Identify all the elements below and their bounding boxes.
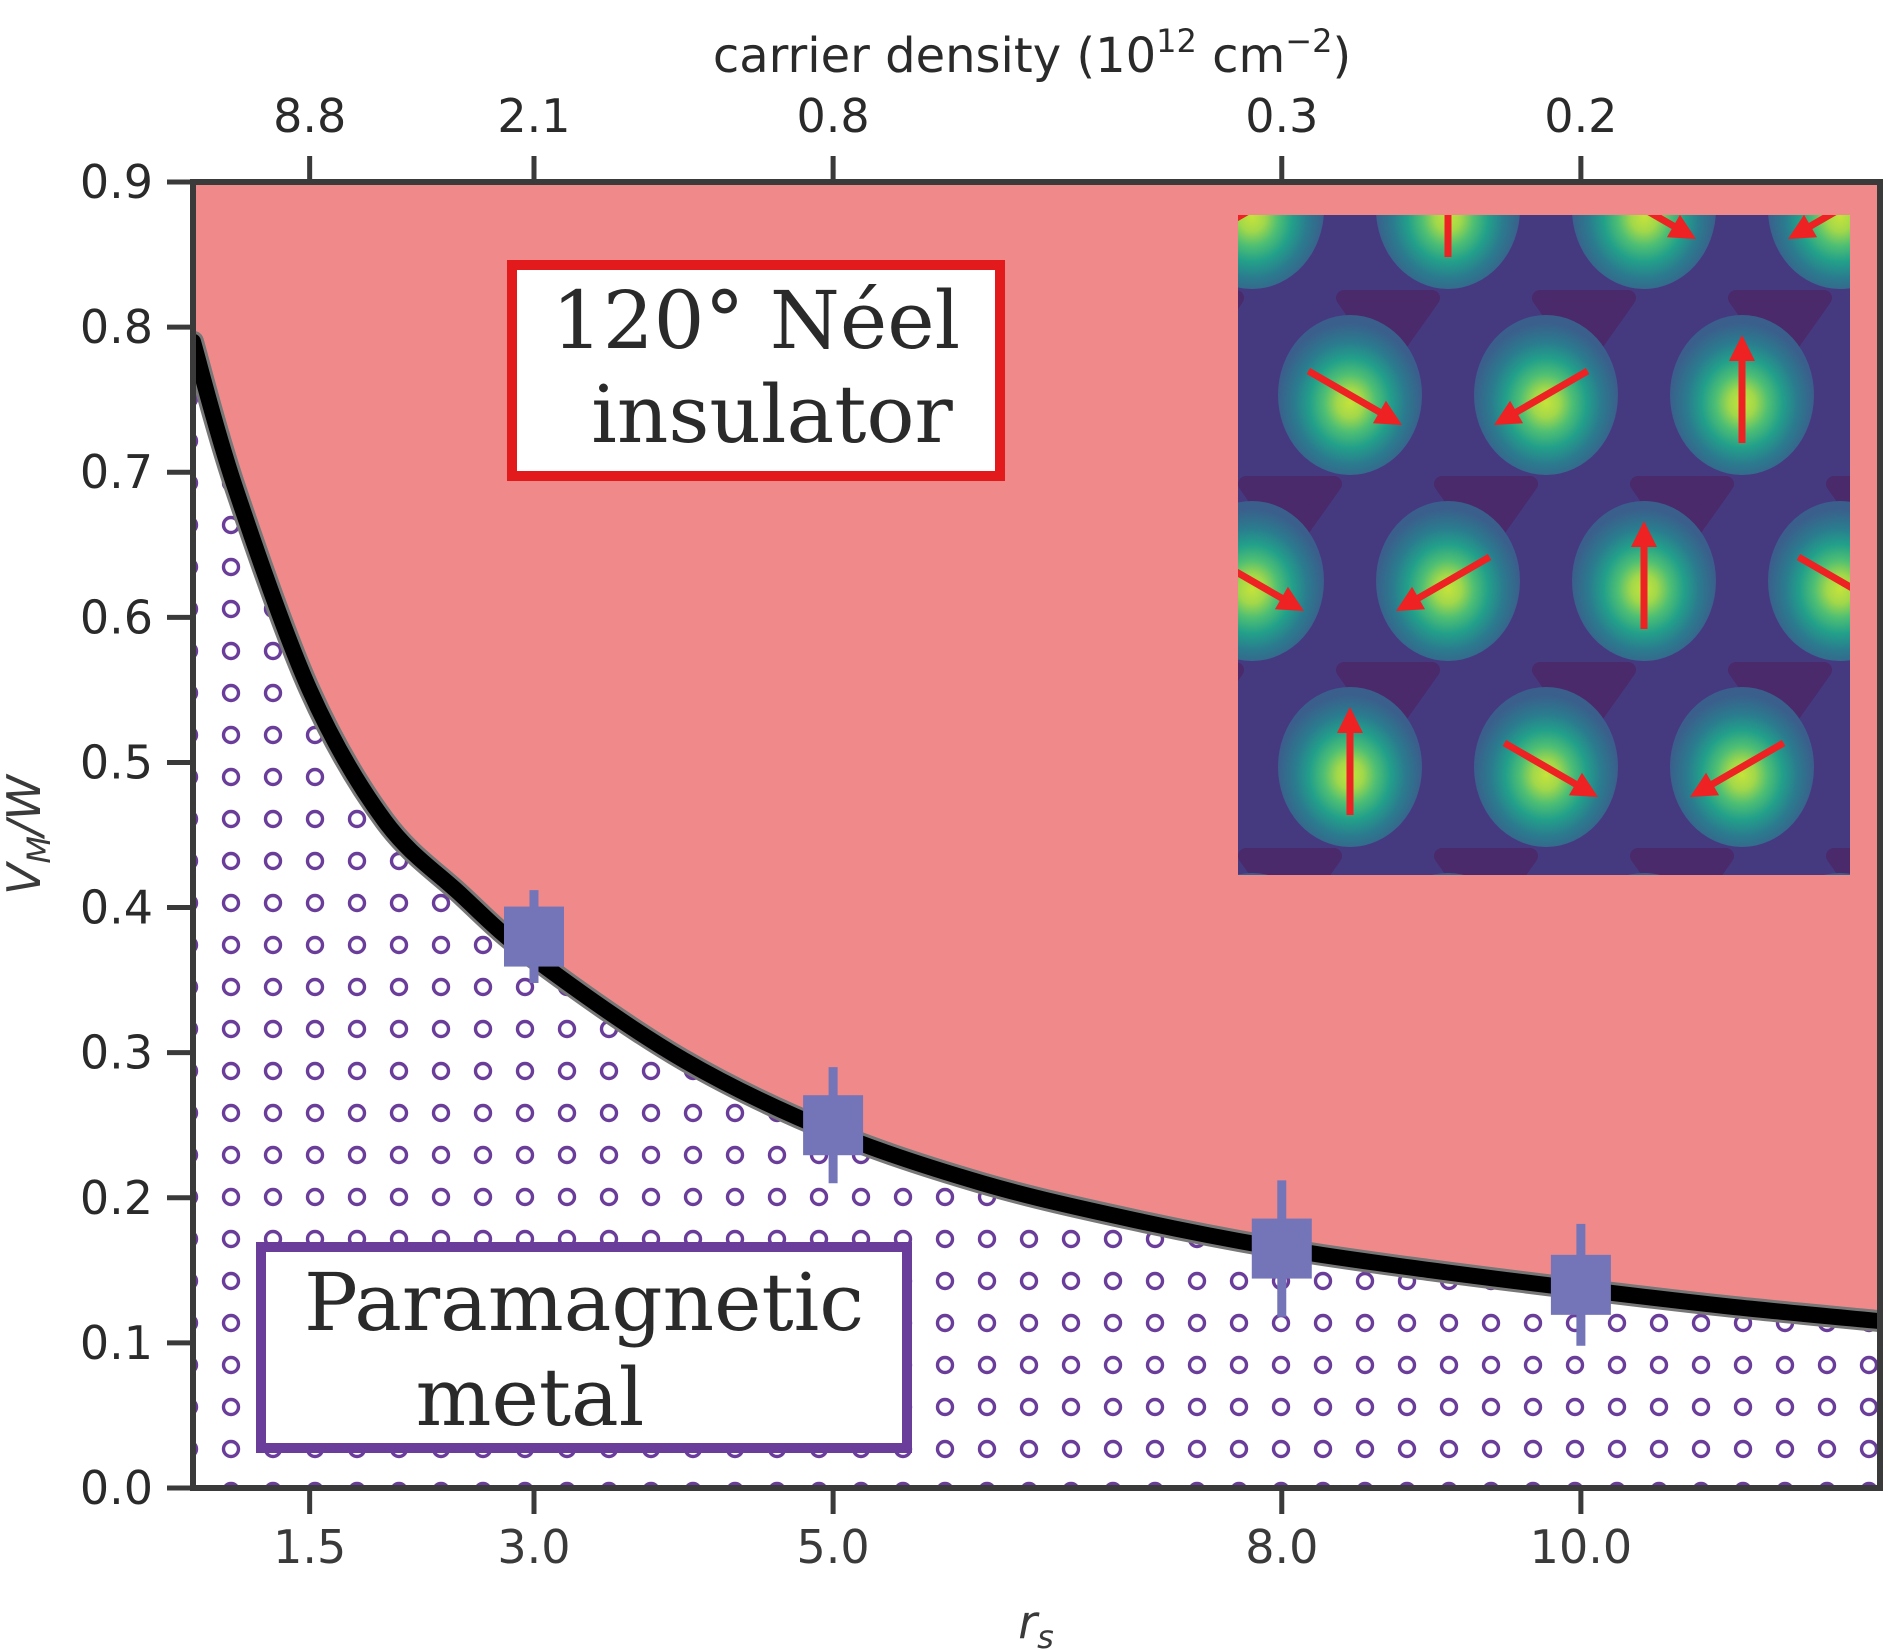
inset-spin-arrowhead bbox=[1666, 215, 1696, 239]
inset-gap-triangle bbox=[1826, 848, 1850, 875]
y-tick-label: 0.6 bbox=[80, 590, 153, 644]
inset-spin-blob bbox=[1238, 873, 1268, 875]
inset-spin-arrowhead bbox=[1788, 215, 1818, 239]
inset-spin-arrow bbox=[1647, 215, 1688, 237]
y-axis-label-main: V bbox=[0, 860, 51, 895]
inset-spin-arrow bbox=[1502, 739, 1590, 795]
insulator-label-box: 120° Néel insulator bbox=[507, 260, 1005, 481]
axes-frame bbox=[190, 179, 1883, 1491]
spin-density-inset bbox=[1050, 112, 1896, 1169]
inset-gap-triangle bbox=[1442, 112, 1530, 174]
y-axis-ticks: 0.0 0.1 0.2 0.3 0.4 0.5 0.6 0.7 0.8 0.9 bbox=[80, 155, 193, 1515]
x-tick-label: 3.0 bbox=[497, 1520, 570, 1574]
inset-spin-blob bbox=[1768, 215, 1850, 289]
y-tick-label: 0.0 bbox=[80, 1461, 153, 1515]
inset-spin-arrow bbox=[1404, 553, 1492, 609]
inset-spin-arrowhead bbox=[1274, 586, 1304, 611]
inset-spin-arrowhead bbox=[1396, 586, 1426, 611]
metal-label-line2: metal bbox=[416, 1351, 645, 1444]
top-axis-label: carrier density (1012 cm−2) bbox=[713, 22, 1351, 84]
x-axis-label: rs bbox=[1018, 1595, 1054, 1650]
inset-spin-arrowhead bbox=[1337, 707, 1363, 733]
inset-spin-blob bbox=[1628, 873, 1660, 875]
x-axis-label-main: r bbox=[1018, 1595, 1040, 1649]
inset-spin-arrowhead bbox=[1568, 772, 1598, 797]
x-tick-label: 10.0 bbox=[1530, 1520, 1632, 1574]
y-tick-label: 0.8 bbox=[80, 300, 153, 354]
inset-spin-blob bbox=[1768, 501, 1850, 661]
y-tick-label: 0.2 bbox=[80, 1171, 153, 1225]
top-tick-label: 0.8 bbox=[797, 89, 870, 143]
top-tick-label: 8.8 bbox=[273, 89, 346, 143]
inset-gap-triangle bbox=[1630, 848, 1734, 875]
inset-spin-arrow bbox=[1796, 215, 1837, 237]
y-axis-label-sub: M bbox=[20, 836, 58, 864]
paramagnetic-metal-region bbox=[193, 341, 1880, 1488]
inset-lattice bbox=[1050, 112, 1896, 1169]
insulator-label-line1: 120° Néel bbox=[552, 274, 960, 367]
inset-spin-arrowhead bbox=[1494, 400, 1524, 425]
inset-spin-arrowhead bbox=[1886, 1145, 1896, 1169]
inset-gap-triangle bbox=[1826, 476, 1850, 521]
y-tick-label: 0.5 bbox=[80, 735, 153, 789]
top-axis-label-prefix: carrier density (10 bbox=[713, 28, 1156, 84]
top-axis-label-exp2: −2 bbox=[1285, 22, 1332, 60]
inset-spin-arrowhead bbox=[1729, 335, 1755, 361]
x-axis-label-sub: s bbox=[1037, 1618, 1054, 1650]
data-marker bbox=[1251, 1218, 1312, 1279]
x-tick-label: 8.0 bbox=[1245, 1520, 1318, 1574]
insulator-box-frame bbox=[507, 260, 1005, 481]
inset-spin-arrowhead bbox=[1435, 149, 1461, 175]
inset-spin-blob bbox=[1238, 215, 1324, 289]
inset-spin-arrow bbox=[1306, 367, 1394, 423]
x-axis-ticks: 1.5 3.0 5.0 8.0 10.0 bbox=[273, 1488, 1632, 1574]
inset-gap-triangle bbox=[1050, 112, 1138, 174]
y-tick-label: 0.4 bbox=[80, 881, 153, 935]
inset-spin-arrow bbox=[1796, 553, 1850, 591]
inset-spin-arrow bbox=[1698, 739, 1786, 795]
y-tick-label: 0.1 bbox=[80, 1316, 153, 1370]
inset-spin-arrow bbox=[1238, 568, 1296, 609]
inset-spin-blob bbox=[1432, 873, 1464, 875]
inset-spin-arrow bbox=[1502, 367, 1590, 423]
top-axis-ticks: 8.8 2.1 0.8 0.3 0.2 bbox=[273, 89, 1617, 182]
data-marker bbox=[503, 906, 564, 967]
x-tick-label: 5.0 bbox=[797, 1520, 870, 1574]
top-axis-label-exp1: 12 bbox=[1156, 22, 1197, 60]
inset-gap-triangle bbox=[1834, 112, 1896, 174]
insulator-label-line2: insulator bbox=[591, 368, 953, 461]
top-axis-label-mid: cm bbox=[1197, 28, 1285, 84]
y-tick-label: 0.3 bbox=[80, 1026, 153, 1080]
y-tick-label: 0.9 bbox=[80, 155, 153, 209]
y-axis-label: VM/W bbox=[0, 773, 58, 895]
inset-spin-arrowhead bbox=[1631, 521, 1657, 547]
x-tick-label: 1.5 bbox=[273, 1520, 346, 1574]
data-marker bbox=[803, 1095, 864, 1156]
top-tick-label: 0.2 bbox=[1544, 89, 1617, 143]
metal-label-line1: Paramagnetic bbox=[304, 1256, 864, 1349]
inset-spin-arrowhead bbox=[1690, 772, 1720, 797]
y-axis-label-rest: /W bbox=[0, 773, 51, 839]
top-tick-label: 0.3 bbox=[1245, 89, 1318, 143]
inset-gap-triangle bbox=[1238, 848, 1342, 875]
metal-box-frame bbox=[256, 1242, 912, 1453]
data-markers bbox=[503, 890, 1611, 1346]
top-axis-label-suffix: ) bbox=[1332, 28, 1351, 84]
inset-spin-arrowhead bbox=[1372, 400, 1402, 425]
top-tick-label: 2.1 bbox=[497, 89, 570, 143]
metal-label-box: Paramagnetic metal bbox=[256, 1242, 912, 1453]
inset-spin-blob bbox=[1824, 873, 1850, 875]
data-marker bbox=[1550, 1254, 1611, 1315]
inset-gap-triangle bbox=[1638, 112, 1726, 174]
inset-gap-triangle bbox=[1434, 848, 1538, 875]
y-tick-label: 0.7 bbox=[80, 445, 153, 499]
inset-spin-blob bbox=[1238, 501, 1324, 661]
